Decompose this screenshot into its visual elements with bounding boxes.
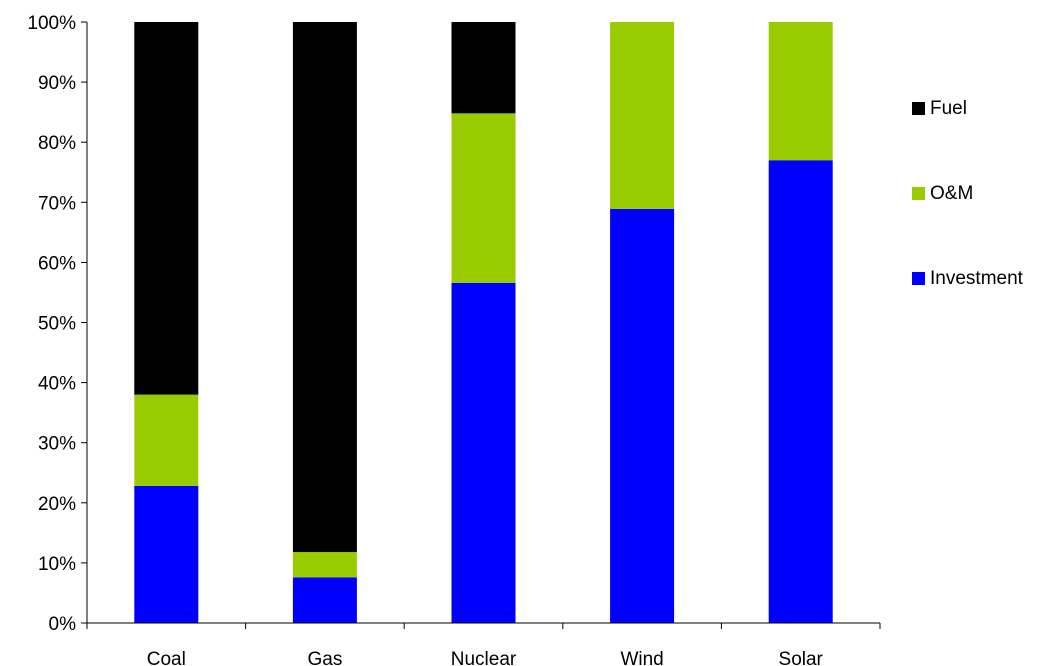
bar-coal-fuel xyxy=(134,22,199,395)
legend-swatch xyxy=(912,187,925,200)
bar-coal-om xyxy=(134,394,199,486)
legend-swatch xyxy=(912,272,925,285)
x-tick-label: Wind xyxy=(620,649,663,666)
x-tick-label: Gas xyxy=(307,649,342,666)
bar-nuclear-investment xyxy=(451,282,516,623)
y-tick-label: 100% xyxy=(27,13,76,34)
bar-nuclear-om xyxy=(451,113,516,283)
axes xyxy=(86,22,880,624)
y-axis-ticks: 0% 10% 20% 30% 40% 50% 60% 70% 80% 90% 100% xyxy=(27,13,87,635)
bar-wind-om xyxy=(610,22,675,209)
bar-gas-investment xyxy=(292,577,357,623)
legend-label: O&M xyxy=(930,183,973,204)
y-tick-label: 20% xyxy=(38,494,76,515)
y-tick-label: 90% xyxy=(38,73,76,94)
y-tick-label: 60% xyxy=(38,253,76,274)
legend-label: Fuel xyxy=(930,98,967,119)
legend-swatch xyxy=(912,102,925,115)
bar-coal-investment xyxy=(134,485,199,623)
legend-label: Investment xyxy=(930,268,1024,289)
x-tick-label: Coal xyxy=(147,649,186,666)
bar-gas-fuel xyxy=(292,22,357,553)
legend: Fuel O&M Investment xyxy=(912,98,1024,289)
y-tick-label: 80% xyxy=(38,133,76,154)
x-axis-ticks: Coal Gas Nuclear Wind Solar xyxy=(86,623,881,666)
bar-wind-investment xyxy=(610,208,675,623)
y-tick-label: 30% xyxy=(38,434,76,455)
bar-solar-om xyxy=(768,22,833,161)
y-tick-label: 40% xyxy=(38,374,76,395)
y-tick-label: 70% xyxy=(38,193,76,214)
x-tick-label: Solar xyxy=(779,649,824,666)
y-tick-label: 0% xyxy=(49,614,77,635)
bar-gas-om xyxy=(292,552,357,578)
y-tick-label: 10% xyxy=(38,554,76,575)
bar-nuclear-fuel xyxy=(451,22,516,114)
bars-group xyxy=(134,22,833,624)
x-tick-label: Nuclear xyxy=(451,649,517,666)
bar-solar-investment xyxy=(768,160,833,624)
y-tick-label: 50% xyxy=(38,314,76,335)
